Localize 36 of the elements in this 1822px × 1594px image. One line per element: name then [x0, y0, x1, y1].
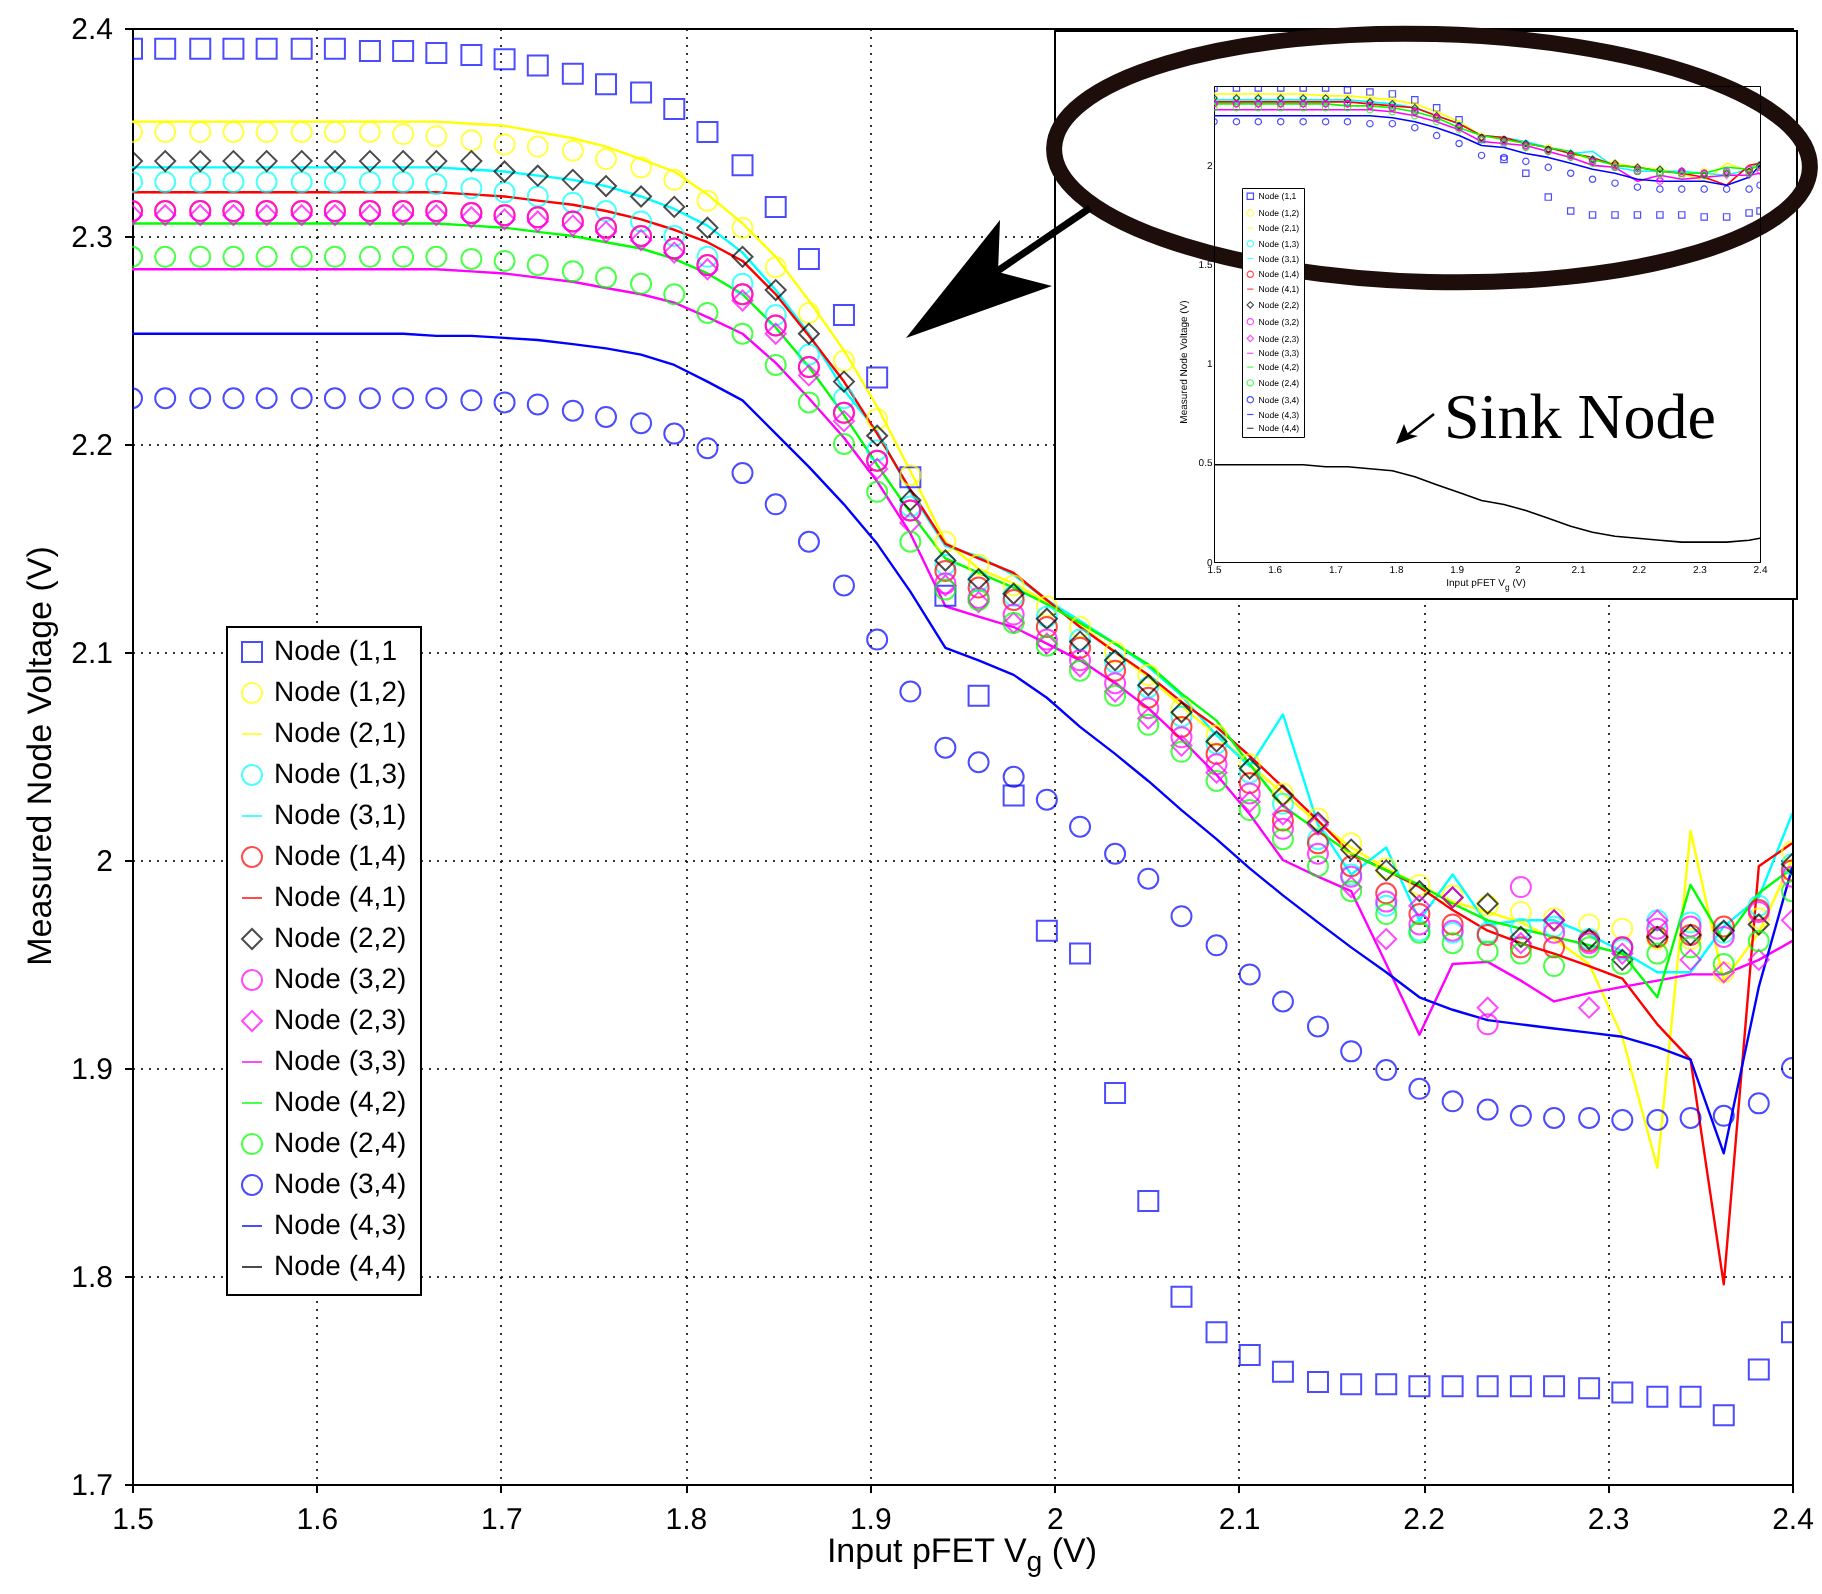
legend-label: Node (3,4) [274, 1167, 407, 1199]
x-tick-label: 2.4 [1772, 1503, 1814, 1537]
legend-label: Node (1,3) [274, 757, 407, 789]
x-tick-label: 1.9 [849, 1503, 892, 1537]
legend-label: Node (4,2) [274, 1085, 407, 1117]
x-tick-label: 2.2 [1403, 1503, 1445, 1537]
y-tick-label: 2 [96, 845, 113, 879]
x-tick-label: 1.8 [665, 1503, 708, 1537]
y-tick-label: 2.4 [71, 13, 113, 47]
legend-label: Node (3,1) [274, 798, 407, 830]
legend-label: Node (3,3) [274, 1044, 407, 1076]
legend-label: Node (4,1) [274, 880, 407, 912]
y-tick-label: 2.2 [71, 429, 113, 463]
x-tick-label: 2.3 [1587, 1503, 1630, 1537]
legend-label: Node (2,2) [274, 921, 407, 953]
x-tick-label: 1.7 [481, 1503, 523, 1537]
y-tick-label: 1.7 [71, 1469, 113, 1503]
legend-label: Node (1,4) [274, 839, 407, 871]
y-tick-label: 2.1 [71, 637, 113, 671]
x-axis-title: Input pFET V$_{g}$ (V) [826, 1532, 1098, 1580]
y-axis-title: Measured Node Voltage (V) [21, 546, 59, 966]
legend-label: Node (3,2) [274, 962, 407, 994]
legend-label: Node (2,3) [274, 1003, 407, 1035]
y-tick-label: 2.3 [71, 221, 113, 255]
y-tick-label: 1.9 [71, 1053, 113, 1087]
x-tick-label: 1.6 [296, 1503, 339, 1537]
legend-label: Node (2,4) [274, 1126, 407, 1158]
x-tick-label: 2 [1046, 1503, 1064, 1537]
legend-label: Node (2,1) [274, 716, 407, 748]
y-tick-label: 1.8 [71, 1261, 113, 1295]
legend-label: Node (1,1 [274, 634, 398, 666]
legend-label: Node (1,2) [274, 675, 407, 707]
legend-label: Node (4,3) [274, 1208, 407, 1240]
annotation: Sink Node [1444, 380, 1716, 452]
legend-label: Node (4,4) [274, 1249, 407, 1281]
x-tick-label: 1.5 [112, 1503, 154, 1537]
